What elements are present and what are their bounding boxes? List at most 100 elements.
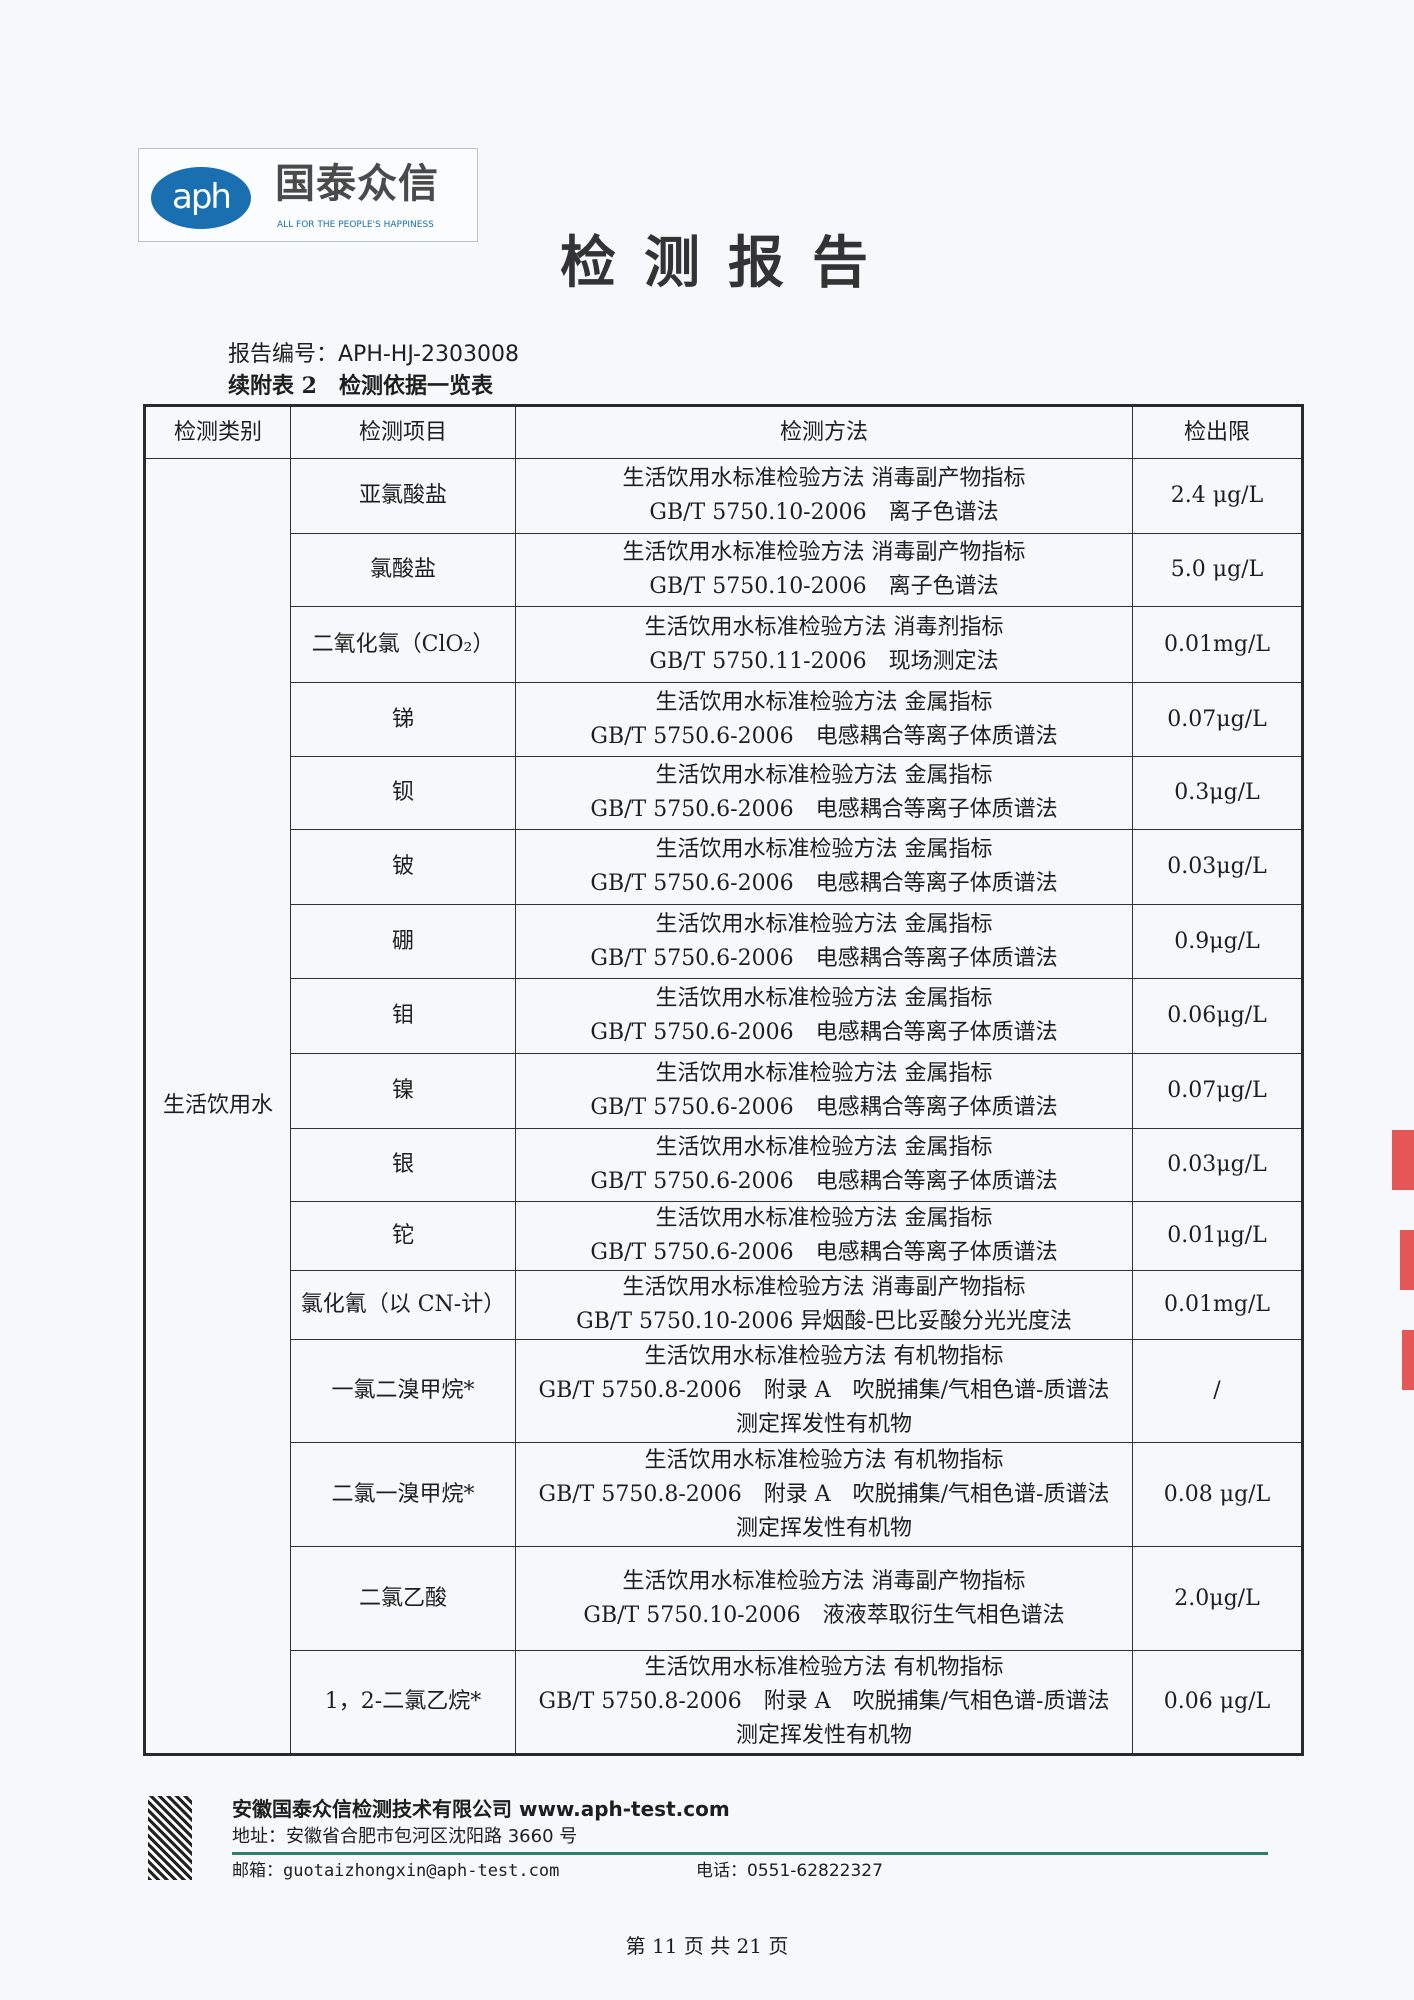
- method-line: GB/T 5750.8-2006 附录 A 吹脱捕集/气相色谱-质谱法: [538, 1481, 1110, 1507]
- report-number: 报告编号：APH-HJ-2303008: [228, 342, 519, 367]
- method-line: GB/T 5750.6-2006 电感耦合等离子体质谱法: [590, 1095, 1058, 1120]
- table-row: 二氯一溴甲烷* 生活饮用水标准检验方法 有机物指标 GB/T 5750.8-2006…: [145, 1442, 1303, 1547]
- header-method: 检测方法: [515, 405, 1133, 459]
- method-cell: 生活饮用水标准检验方法 金属指标 GB/T 5750.6-2006 电感耦合等离子…: [515, 756, 1133, 830]
- item-cell: 二氯一溴甲烷*: [290, 1442, 516, 1547]
- limit-cell: 2.0μg/L: [1132, 1546, 1303, 1651]
- header-limit: 检出限: [1132, 405, 1303, 459]
- limit-cell: 0.01μg/L: [1132, 1201, 1303, 1271]
- limit-cell: 0.06 μg/L: [1132, 1650, 1303, 1755]
- item-cell: 铍: [290, 829, 516, 905]
- method-line: 生活饮用水标准检验方法 有机物指标: [644, 1655, 1004, 1680]
- table-row: 二氯乙酸 生活饮用水标准检验方法 消毒副产物指标 GB/T 5750.10-2006…: [145, 1546, 1303, 1651]
- table-row: 镍 生活饮用水标准检验方法 金属指标 GB/T 5750.6-2006 电感耦合等离…: [145, 1053, 1303, 1129]
- method-line: 生活饮用水标准检验方法 金属指标: [655, 911, 993, 937]
- limit-cell: 0.07μg/L: [1132, 1053, 1303, 1129]
- method-cell: 生活饮用水标准检验方法 消毒剂指标 GB/T 5750.11-2006 现场测定法: [515, 606, 1133, 683]
- method-cell: 生活饮用水标准检验方法 消毒副产物指标 GB/T 5750.10-2006 离子色…: [515, 533, 1133, 607]
- method-line: GB/T 5750.6-2006 电感耦合等离子体质谱法: [590, 1020, 1058, 1045]
- method-cell: 生活饮用水标准检验方法 金属指标 GB/T 5750.6-2006 电感耦合等离子…: [515, 904, 1133, 979]
- limit-cell: 0.01mg/L: [1132, 1270, 1303, 1340]
- limit-cell: 5.0 μg/L: [1132, 533, 1303, 607]
- logo-name: 国泰众信: [275, 161, 439, 207]
- method-cell: 生活饮用水标准检验方法 有机物指标 GB/T 5750.8-2006 附录 A 吹…: [515, 1339, 1133, 1443]
- footer-rule: [232, 1852, 1268, 1855]
- method-cell: 生活饮用水标准检验方法 有机物指标 GB/T 5750.8-2006 附录 A 吹…: [515, 1442, 1133, 1547]
- item-cell: 钡: [290, 756, 516, 830]
- method-cell: 生活饮用水标准检验方法 有机物指标 GB/T 5750.8-2006 附录 A 吹…: [515, 1650, 1133, 1755]
- footer-company: 安徽国泰众信检测技术有限公司 www.aph-test.com: [232, 1797, 730, 1821]
- limit-cell: 0.3μg/L: [1132, 756, 1303, 830]
- method-line: 测定挥发性有机物: [735, 1515, 912, 1541]
- limit-cell: /: [1132, 1339, 1303, 1443]
- page-title: 检测报告: [560, 230, 896, 296]
- limit-cell: 0.07μg/L: [1132, 682, 1303, 757]
- item-cell: 钼: [290, 978, 516, 1054]
- method-line: 生活饮用水标准检验方法 金属指标: [655, 1206, 993, 1231]
- method-line: 生活饮用水标准检验方法 金属指标: [655, 1135, 993, 1160]
- method-line: 生活饮用水标准检验方法 有机物指标: [644, 1344, 1004, 1369]
- method-line: GB/T 5750.6-2006 电感耦合等离子体质谱法: [590, 1169, 1058, 1194]
- item-cell: 二氯乙酸: [290, 1546, 516, 1651]
- table-row: 银 生活饮用水标准检验方法 金属指标 GB/T 5750.6-2006 电感耦合等离…: [145, 1128, 1303, 1202]
- method-line: GB/T 5750.6-2006 电感耦合等离子体质谱法: [590, 797, 1058, 822]
- method-line: 生活饮用水标准检验方法 消毒副产物指标: [622, 1275, 1026, 1300]
- table-header-row: 检测类别 检测项目 检测方法 检出限: [144, 405, 1303, 459]
- table-row: 锑 生活饮用水标准检验方法 金属指标 GB/T 5750.6-2006 电感耦合等离…: [145, 682, 1303, 757]
- item-cell: 锑: [290, 682, 516, 757]
- method-line: GB/T 5750.6-2006 电感耦合等离子体质谱法: [590, 1240, 1058, 1265]
- limit-cell: 0.03μg/L: [1132, 1128, 1303, 1202]
- method-cell: 生活饮用水标准检验方法 消毒副产物指标 GB/T 5750.10-2006 离子色…: [515, 458, 1133, 534]
- method-line: 生活饮用水标准检验方法 消毒副产物指标: [622, 1568, 1026, 1594]
- logo-mark: aph: [151, 167, 251, 229]
- method-cell: 生活饮用水标准检验方法 金属指标 GB/T 5750.6-2006 电感耦合等离子…: [515, 1128, 1133, 1202]
- company-logo: aph 国泰众信 ALL FOR THE PEOPLE'S HAPPINESS: [138, 148, 478, 242]
- method-line: 生活饮用水标准检验方法 金属指标: [655, 986, 993, 1011]
- table-row: 1，2-二氯乙烷* 生活饮用水标准检验方法 有机物指标 GB/T 5750.8-20…: [145, 1650, 1303, 1755]
- limit-cell: 2.4 μg/L: [1132, 458, 1303, 534]
- footer-phone: 电话：0551-62822327: [696, 1861, 883, 1881]
- method-line: 生活饮用水标准检验方法 有机物指标: [644, 1447, 1004, 1473]
- method-line: GB/T 5750.6-2006 电感耦合等离子体质谱法: [590, 871, 1058, 896]
- table-row: 钡 生活饮用水标准检验方法 金属指标 GB/T 5750.6-2006 电感耦合等离…: [145, 756, 1303, 830]
- item-cell: 银: [290, 1128, 516, 1202]
- item-cell: 二氧化氯（ClO₂）: [290, 606, 516, 683]
- footer-email: 邮箱：guotaizhongxin@aph-test.com: [232, 1861, 560, 1881]
- method-line: GB/T 5750.8-2006 附录 A 吹脱捕集/气相色谱-质谱法: [538, 1689, 1110, 1714]
- method-line: GB/T 5750.10-2006 离子色谱法: [649, 500, 999, 525]
- limit-cell: 0.08 μg/L: [1132, 1442, 1303, 1547]
- method-cell: 生活饮用水标准检验方法 金属指标 GB/T 5750.6-2006 电感耦合等离子…: [515, 829, 1133, 905]
- table-row: 一氯二溴甲烷* 生活饮用水标准检验方法 有机物指标 GB/T 5750.8-2006…: [145, 1339, 1303, 1443]
- table-row: 铍 生活饮用水标准检验方法 金属指标 GB/T 5750.6-2006 电感耦合等离…: [145, 829, 1303, 905]
- item-cell: 铊: [290, 1201, 516, 1271]
- red-stamp-fragment: [1392, 1130, 1414, 1190]
- method-cell: 生活饮用水标准检验方法 金属指标 GB/T 5750.6-2006 电感耦合等离子…: [515, 1201, 1133, 1271]
- method-line: 测定挥发性有机物: [735, 1723, 912, 1748]
- method-line: GB/T 5750.10-2006 液液萃取衍生气相色谱法: [583, 1602, 1065, 1628]
- item-cell: 1，2-二氯乙烷*: [290, 1650, 516, 1755]
- method-line: 生活饮用水标准检验方法 金属指标: [655, 763, 993, 788]
- method-line: GB/T 5750.10-2006 离子色谱法: [649, 574, 999, 599]
- limit-cell: 0.9μg/L: [1132, 904, 1303, 979]
- red-stamp-fragment: [1402, 1330, 1414, 1390]
- item-cell: 一氯二溴甲烷*: [290, 1339, 516, 1443]
- header-item: 检测项目: [290, 405, 516, 459]
- logo-slogan: ALL FOR THE PEOPLE'S HAPPINESS: [277, 220, 434, 230]
- table-row: 硼 生活饮用水标准检验方法 金属指标 GB/T 5750.6-2006 电感耦合等离…: [145, 904, 1303, 979]
- method-line: 生活饮用水标准检验方法 金属指标: [655, 837, 993, 862]
- red-stamp-fragment: [1400, 1230, 1414, 1290]
- method-line: GB/T 5750.6-2006 电感耦合等离子体质谱法: [590, 723, 1058, 749]
- method-line: 生活饮用水标准检验方法 金属指标: [655, 1061, 993, 1086]
- header-category: 检测类别: [144, 405, 291, 459]
- method-cell: 生活饮用水标准检验方法 金属指标 GB/T 5750.6-2006 电感耦合等离子…: [515, 1053, 1133, 1129]
- table-row: 氯酸盐 生活饮用水标准检验方法 消毒副产物指标 GB/T 5750.10-2006 …: [145, 533, 1303, 607]
- table-row: 铊 生活饮用水标准检验方法 金属指标 GB/T 5750.6-2006 电感耦合等离…: [145, 1201, 1303, 1271]
- limit-cell: 0.06μg/L: [1132, 978, 1303, 1054]
- method-line: 生活饮用水标准检验方法 金属指标: [655, 689, 993, 715]
- item-cell: 氯酸盐: [290, 533, 516, 607]
- method-cell: 生活饮用水标准检验方法 金属指标 GB/T 5750.6-2006 电感耦合等离子…: [515, 682, 1133, 757]
- method-cell: 生活饮用水标准检验方法 消毒副产物指标 GB/T 5750.10-2006 液液萃…: [515, 1546, 1133, 1651]
- method-line: 测定挥发性有机物: [735, 1412, 912, 1437]
- method-line: GB/T 5750.6-2006 电感耦合等离子体质谱法: [590, 945, 1058, 971]
- item-cell: 硼: [290, 904, 516, 979]
